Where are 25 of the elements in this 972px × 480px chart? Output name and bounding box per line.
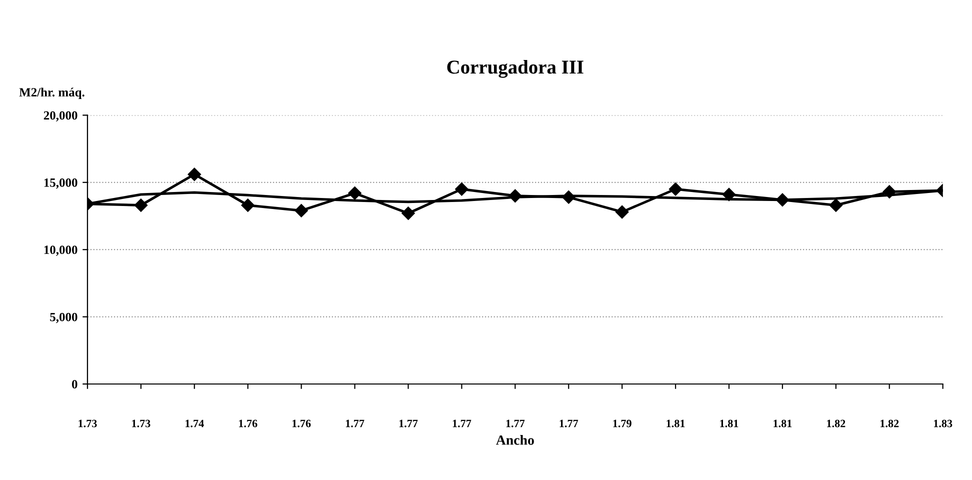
x-tick-label: 1.77 [506,420,525,428]
x-tick-label: 1.81 [720,420,738,428]
x-tick-label: 1.83 [934,420,952,428]
y-tick-label: 5,000 [50,312,78,324]
x-tick-label: 1.82 [880,420,899,428]
y-tick-label: 10,000 [44,246,78,256]
y-tick-label: 20,000 [44,111,78,122]
y-tick-label: 0 [72,380,78,388]
x-tick-label: 1.77 [560,420,578,428]
x-tick-label: 1.73 [78,420,97,428]
x-tick-label: 1.77 [346,420,364,428]
x-tick-label: 1.76 [292,420,311,428]
chart-title: Corrugadora III [447,60,584,78]
x-tick-label: 1.76 [239,420,258,428]
x-tick-label: 1.79 [613,420,632,428]
x-tick-label: 1.81 [666,420,685,428]
x-tick-label: 1.74 [186,420,204,428]
x-tick-label: 1.77 [452,420,472,428]
y-tick-label: 15,000 [44,178,78,189]
y-axis-title: M2/hr. máq. [19,88,84,100]
x-tick-label: 1.82 [827,420,846,428]
x-axis-title: Ancho [496,435,534,445]
x-tick-label: 1.73 [132,420,150,428]
x-tick-label: 1.81 [774,420,792,428]
x-tick-label: 1.77 [399,420,418,428]
